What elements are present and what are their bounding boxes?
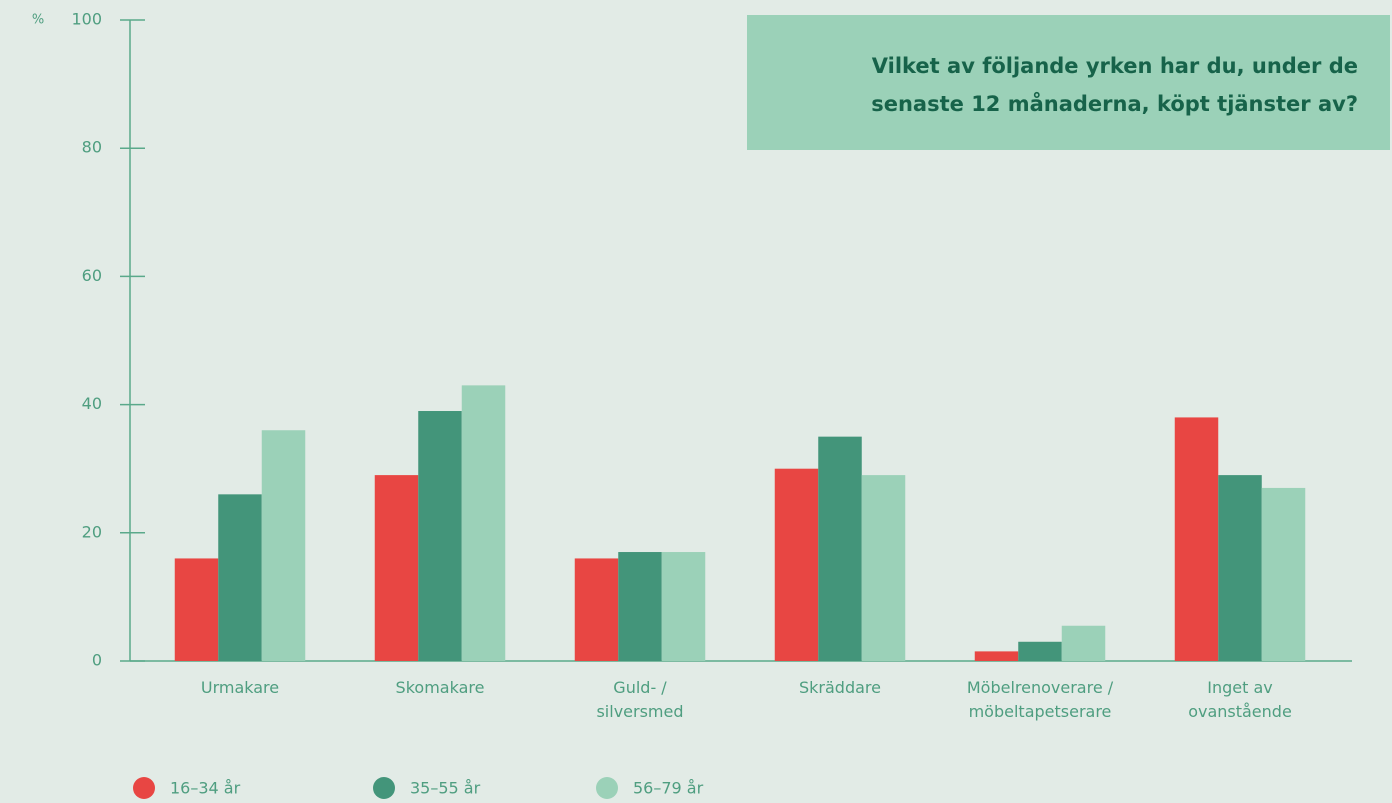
bar: [174, 558, 219, 661]
bar: [661, 552, 706, 661]
bar: [1218, 475, 1262, 661]
bar: [1261, 487, 1306, 661]
chart-title: Vilket av följande yrken har du, under d…: [871, 54, 1358, 116]
bar: [218, 494, 262, 661]
legend-swatch: [373, 777, 395, 799]
legend-label: 16–34 år: [170, 779, 241, 798]
bar: [774, 468, 819, 661]
y-tick-label: 80: [82, 138, 102, 157]
y-tick-label: 40: [82, 394, 102, 413]
x-tick-label: Inget av ovanstående: [1188, 678, 1292, 721]
x-tick-label: Möbelrenoverare / möbeltapetserare: [966, 678, 1114, 721]
bar: [1061, 625, 1106, 661]
x-tick-label: Guld- / silversmed: [596, 678, 684, 721]
title-box: Vilket av följande yrken har du, under d…: [747, 15, 1390, 150]
x-tick-label: Urmakare: [200, 678, 280, 697]
y-tick-label: 0: [92, 651, 102, 670]
legend-swatch: [596, 777, 618, 799]
bar: [574, 558, 619, 661]
bar: [618, 552, 662, 661]
y-axis-label: %: [32, 13, 44, 28]
bar: [1174, 417, 1219, 661]
bar: [461, 385, 506, 661]
legend-swatch: [133, 777, 155, 799]
bar: [818, 436, 862, 661]
legend-label: 35–55 år: [410, 779, 481, 798]
bar: [261, 430, 306, 661]
y-tick-label: 100: [71, 10, 102, 29]
y-tick-label: 20: [82, 522, 102, 541]
y-tick-label: 60: [82, 266, 102, 285]
bar: [861, 475, 906, 661]
bar: [418, 411, 462, 661]
bar: [374, 475, 419, 661]
x-tick-label: Skräddare: [799, 678, 881, 697]
bar: [974, 651, 1019, 661]
legend-label: 56–79 år: [633, 779, 704, 798]
x-tick-label: Skomakare: [395, 678, 485, 697]
bar: [1018, 641, 1062, 661]
